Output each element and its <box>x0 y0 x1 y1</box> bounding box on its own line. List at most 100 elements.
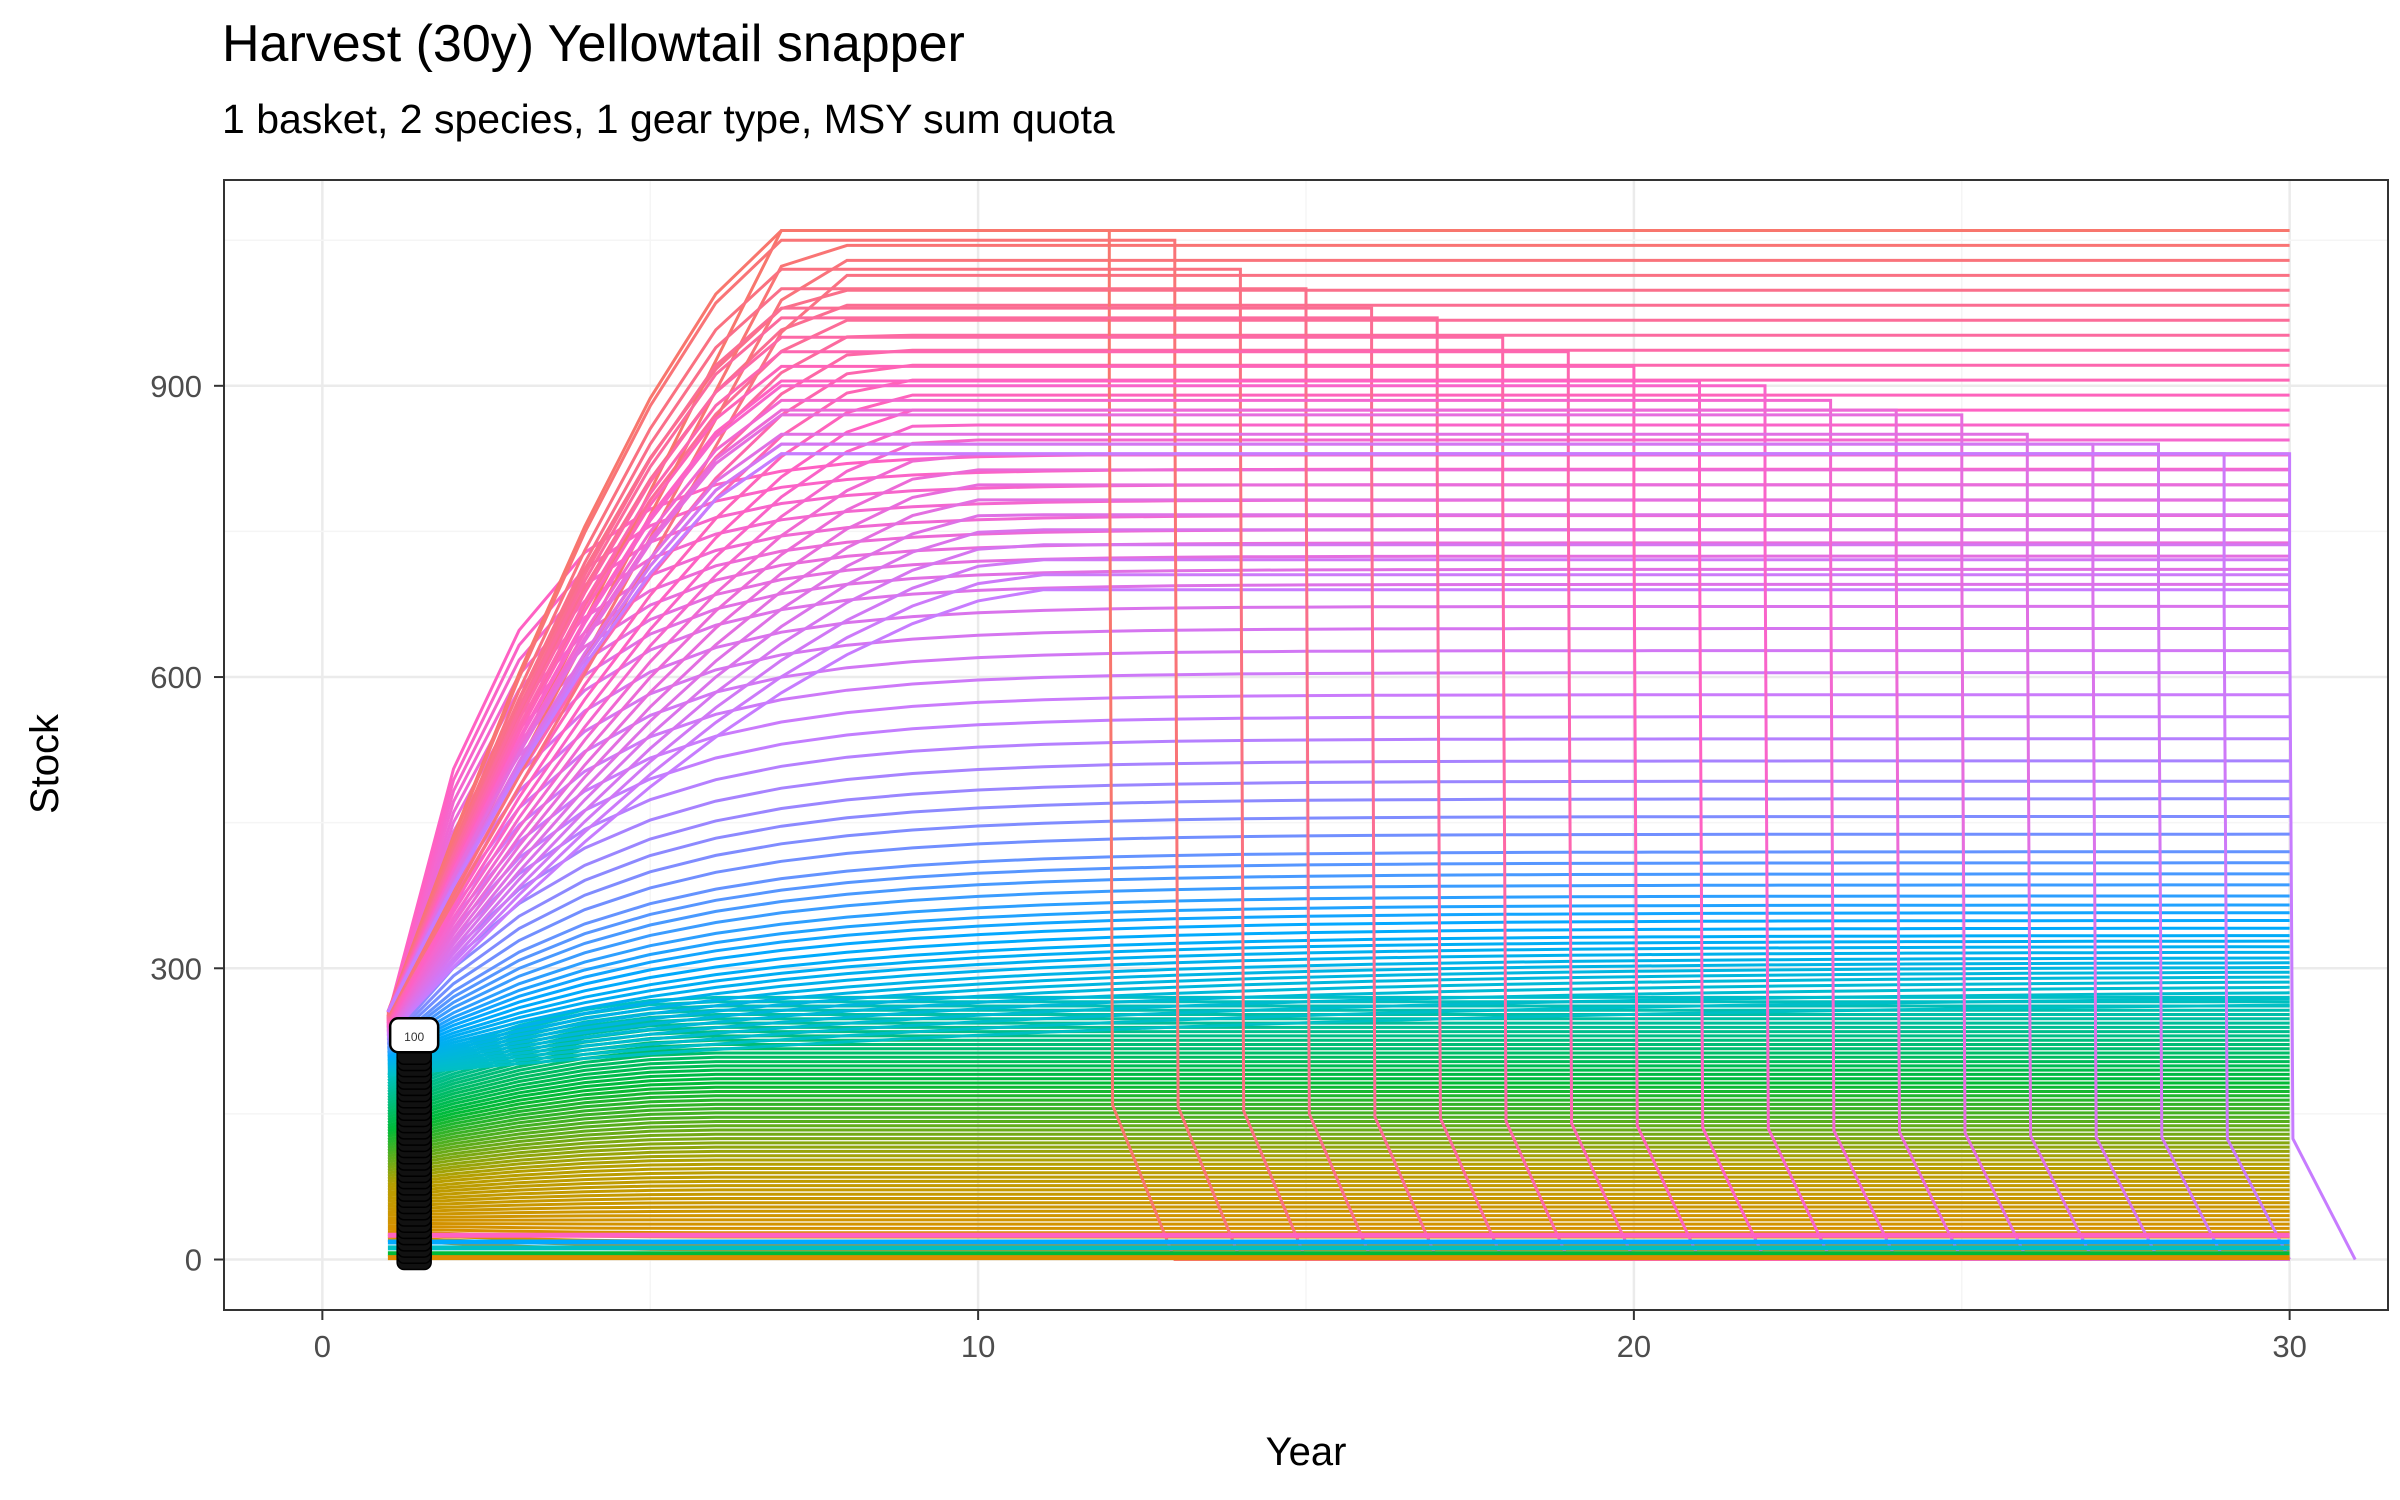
series-line <box>387 911 2290 1056</box>
collapse-line <box>386 238 2290 1261</box>
chart-title: Harvest (30y) Yellowtail snapper <box>222 15 965 73</box>
series-line <box>387 1201 2290 1211</box>
collapse-line <box>386 229 2290 1261</box>
series-line <box>387 950 2290 1064</box>
series-line <box>387 1111 2290 1153</box>
series-line <box>386 797 2290 1043</box>
series-line <box>387 1218 2290 1222</box>
series-line <box>387 939 2290 1061</box>
y-tick-label: 600 <box>150 660 202 695</box>
y-axis-label: Stock <box>23 713 67 814</box>
series-line <box>386 243 2290 1014</box>
series-line <box>387 1081 2290 1133</box>
series-line <box>386 604 2290 1031</box>
label-marker-top <box>388 1016 440 1054</box>
y-tick-label: 300 <box>150 951 202 986</box>
series-line <box>387 926 2290 1058</box>
x-tick-label: 20 <box>1617 1329 1651 1364</box>
series-line <box>387 1072 2290 1127</box>
series-line <box>386 483 2290 1031</box>
series-line <box>387 1068 2290 1125</box>
series-line <box>386 715 2290 1038</box>
panel-border <box>223 179 2389 1311</box>
chart-subtitle: 1 basket, 2 species, 1 gear type, MSY su… <box>222 96 1115 142</box>
x-tick-label: 30 <box>2272 1329 2306 1364</box>
series-line <box>387 1167 2290 1189</box>
series-line <box>387 997 2290 1076</box>
collapse-line <box>386 442 2290 1261</box>
series-line <box>387 956 2290 1065</box>
series-line <box>386 528 2290 1034</box>
series-line <box>386 573 2290 1037</box>
collapse-line <box>386 267 2290 1261</box>
series-line <box>387 1171 2290 1192</box>
series-line <box>386 558 2290 1036</box>
series-line <box>386 832 2290 1046</box>
series-line <box>387 1077 2290 1130</box>
series-line <box>387 1115 2290 1155</box>
series-line <box>386 498 2290 1032</box>
series-line <box>387 970 2290 1069</box>
series-line <box>387 903 2290 1054</box>
series-line <box>387 1132 2290 1167</box>
x-tick-label: 10 <box>961 1329 995 1364</box>
series-line <box>387 1098 2290 1144</box>
label-marker-text: 100 <box>404 1030 424 1044</box>
series-line <box>387 991 2290 1074</box>
series-line <box>387 1188 2290 1203</box>
label-marker: 100 <box>388 1016 440 1271</box>
series-line <box>387 1175 2290 1195</box>
series-line <box>387 995 2290 1077</box>
series-line <box>386 815 2290 1045</box>
series-line <box>387 883 2290 1052</box>
series-line <box>387 961 2290 1066</box>
collapse-line <box>386 452 2357 1261</box>
series-line <box>386 693 2290 1037</box>
series-line <box>386 393 2290 1024</box>
series-line <box>387 1008 2290 1085</box>
series-line <box>386 861 2290 1049</box>
series-line <box>387 1030 2290 1099</box>
series-line <box>387 980 2290 1072</box>
series-line <box>386 582 2290 1030</box>
series-line <box>387 966 2290 1068</box>
series-line <box>387 1205 2290 1214</box>
series-line <box>386 567 2290 1028</box>
series-line <box>386 468 2290 1029</box>
series-line <box>386 627 2290 1033</box>
series-line <box>387 1094 2290 1141</box>
series-line <box>387 1137 2290 1169</box>
series-line <box>387 975 2290 1070</box>
collapse-line <box>386 413 2290 1261</box>
series-line <box>387 1154 2290 1181</box>
series-line <box>387 1120 2290 1158</box>
series-line <box>387 1060 2290 1119</box>
collapse-line <box>386 379 2290 1261</box>
y-tick-label: 0 <box>185 1243 202 1278</box>
series-line <box>387 1162 2290 1186</box>
series-line <box>387 1090 2290 1139</box>
series-line <box>387 1107 2290 1150</box>
series-line <box>387 1224 2290 1230</box>
y-tick-label: 900 <box>150 369 202 404</box>
series-line <box>387 1003 2290 1077</box>
series-line <box>387 1124 2290 1161</box>
series-line <box>387 1064 2290 1122</box>
series-line <box>386 513 2290 1033</box>
series-line <box>387 1184 2290 1200</box>
series-line <box>387 1128 2290 1164</box>
series-line <box>387 894 2290 1053</box>
series-line <box>387 1102 2290 1147</box>
collapse-line <box>386 432 2290 1261</box>
series-line <box>386 779 2290 1042</box>
collapse-line <box>386 384 2290 1261</box>
series-line <box>386 543 2290 1035</box>
series-line <box>386 649 2290 1034</box>
series-line <box>387 919 2290 1057</box>
series-line <box>387 1192 2290 1206</box>
series-line <box>387 985 2290 1073</box>
series-line <box>387 1141 2290 1172</box>
series-line <box>386 759 2290 1041</box>
